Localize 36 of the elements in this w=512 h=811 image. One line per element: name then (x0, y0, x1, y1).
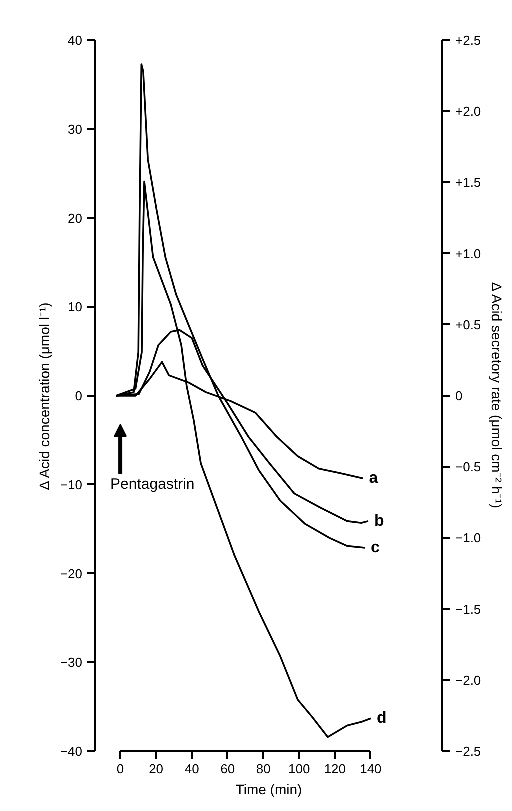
y-tick-label: −20 (60, 566, 83, 582)
y2-tick-label: +2.5 (456, 33, 482, 48)
y-axis-title: ∆ Acid concentration (μmol l⁻¹) (36, 302, 52, 490)
series-label: b (374, 512, 384, 530)
y2-tick-label: −0.5 (456, 460, 482, 475)
y2-tick-label: −2.5 (456, 744, 482, 759)
y-tick-label: −30 (60, 655, 83, 670)
y2-tick-label: −2.0 (456, 672, 482, 688)
y-tick-label: −10 (60, 477, 83, 492)
x-tick-label: 80 (256, 762, 271, 776)
y2-axis-title: ∆ Acid secretory rate (μmol cm⁻² h⁻¹) (489, 282, 506, 509)
annotation: Pentagastrin (110, 476, 195, 494)
x-tick-label: 40 (184, 762, 200, 776)
series-label: c (371, 539, 380, 556)
x-axis-title: Time (min) (236, 782, 302, 798)
y2-tick-label: +0.5 (456, 317, 482, 332)
series-label: d (376, 710, 387, 728)
series-label: a (369, 470, 378, 488)
y-tick-label: 40 (68, 33, 83, 48)
y-tick-label: 20 (68, 210, 83, 226)
x-tick-label: 140 (360, 762, 382, 776)
y2-tick-label: +2.0 (456, 104, 482, 120)
x-tick-label: 100 (288, 762, 310, 776)
y2-tick-label: −1.0 (456, 530, 482, 546)
y2-tick-label: +1.0 (456, 246, 482, 262)
y2-tick-label: 0 (456, 388, 463, 404)
x-tick-label: 0 (116, 762, 124, 776)
y-tick-label: 10 (68, 300, 83, 315)
y-tick-label: −40 (60, 744, 83, 759)
y-tick-label: 30 (68, 122, 83, 137)
x-tick-label: 120 (324, 762, 346, 776)
y2-tick-label: +1.5 (456, 175, 482, 190)
x-tick-label: 60 (220, 762, 236, 776)
y2-tick-label: −1.5 (456, 602, 482, 617)
y-tick-label: 0 (75, 388, 83, 404)
x-tick-label: 20 (149, 762, 164, 776)
